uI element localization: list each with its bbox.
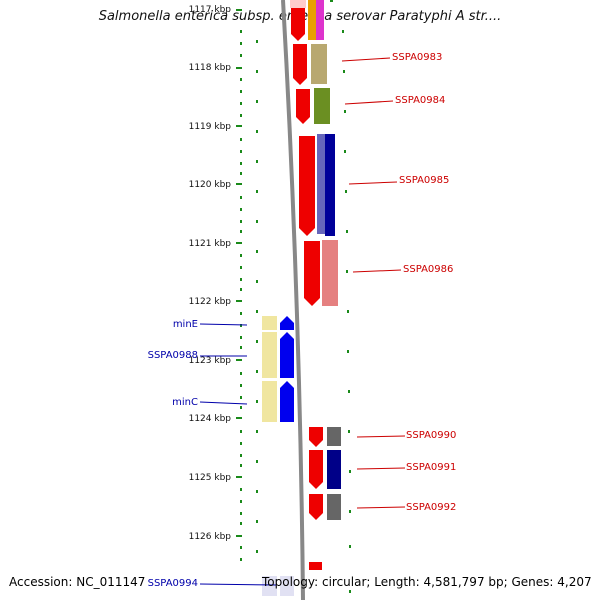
gene-arrow[interactable]	[280, 316, 294, 330]
cog-box	[314, 88, 330, 124]
gene-partial-bottom	[309, 562, 322, 570]
genome-backbone	[281, 0, 305, 600]
tick-label-1122: 1122 kbp	[189, 297, 232, 307]
right-guide-dots	[330, 0, 351, 593]
cog-box	[322, 240, 338, 306]
gene-label-minC[interactable]: minC	[172, 397, 198, 408]
gene-SSPA0992[interactable]	[309, 494, 341, 520]
gene-SSPA0985[interactable]	[299, 134, 335, 236]
gene-label-minE[interactable]: minE	[173, 319, 198, 330]
gene-arrow[interactable]	[280, 381, 294, 422]
gene-label-SSPA0983[interactable]: SSPA0983	[392, 52, 442, 63]
gene-minC[interactable]	[262, 381, 294, 422]
gene-arrow[interactable]	[309, 450, 323, 489]
gene-arrow[interactable]	[280, 332, 294, 378]
gene-labels: SSPA0983 SSPA0984 SSPA0985 SSPA0986 minE…	[148, 52, 457, 589]
tick-label-1119: 1119 kbp	[189, 122, 232, 132]
accession-text: Accession: NC_011147	[9, 575, 146, 589]
gene-arrow[interactable]	[299, 136, 315, 236]
gene-arrow[interactable]	[293, 44, 307, 85]
cog-box	[262, 316, 277, 330]
gene-SSPA0991[interactable]	[309, 450, 341, 489]
tick-label-1118: 1118 kbp	[189, 63, 232, 73]
gene-arrow[interactable]	[304, 241, 320, 306]
gene-arrow[interactable]	[280, 576, 294, 596]
cog-box	[262, 381, 277, 422]
gene-SSPA0988[interactable]	[262, 332, 294, 378]
cog-box	[325, 134, 335, 236]
gene-label-SSPA0984[interactable]: SSPA0984	[395, 95, 445, 106]
topology-text: Topology: circular; Length: 4,581,797 bp…	[262, 575, 592, 589]
cog-box	[311, 44, 327, 84]
cog-box	[327, 450, 341, 489]
tick-label-1124: 1124 kbp	[189, 414, 232, 424]
gene-SSPA0983[interactable]	[293, 44, 327, 85]
cog-box	[327, 494, 341, 520]
gene-minE[interactable]	[262, 316, 294, 330]
tick-label-1125: 1125 kbp	[189, 473, 232, 483]
gene-SSPA0986[interactable]	[304, 240, 338, 306]
leader-lines	[199, 57, 406, 586]
gene-arrow[interactable]	[309, 427, 323, 447]
gene-arrow[interactable]	[296, 89, 310, 124]
tick-label-1121: 1121 kbp	[189, 239, 232, 249]
cog-box	[317, 134, 325, 234]
gene-label-SSPA0992[interactable]: SSPA0992	[406, 502, 456, 513]
cog-box	[262, 576, 277, 596]
top-partial-genes	[290, 0, 324, 41]
gene-label-SSPA0991[interactable]: SSPA0991	[406, 462, 456, 473]
gene-label-SSPA0988[interactable]: SSPA0988	[148, 350, 198, 361]
ruler-ticks	[236, 9, 242, 537]
cog-box	[262, 332, 277, 378]
gene-SSPA0984[interactable]	[296, 88, 330, 124]
gene-label-SSPA0994[interactable]: SSPA0994	[148, 578, 198, 589]
gene-label-SSPA0985[interactable]: SSPA0985	[399, 175, 449, 186]
gene-SSPA0994[interactable]	[262, 576, 294, 596]
cog-box	[327, 427, 341, 446]
tick-label-1123: 1123 kbp	[189, 356, 232, 366]
gene-arrow[interactable]	[309, 494, 323, 520]
ruler-labels: 1117 kbp 1118 kbp 1119 kbp 1120 kbp 1121…	[189, 5, 232, 542]
tick-label-1126: 1126 kbp	[189, 532, 232, 542]
left-guide-dots	[240, 30, 258, 561]
gene-label-SSPA0986[interactable]: SSPA0986	[403, 264, 453, 275]
gene-label-SSPA0990[interactable]: SSPA0990	[406, 430, 456, 441]
gene-SSPA0990[interactable]	[309, 427, 341, 447]
tick-label-1120: 1120 kbp	[189, 180, 232, 190]
tick-label-1117: 1117 kbp	[189, 5, 232, 15]
